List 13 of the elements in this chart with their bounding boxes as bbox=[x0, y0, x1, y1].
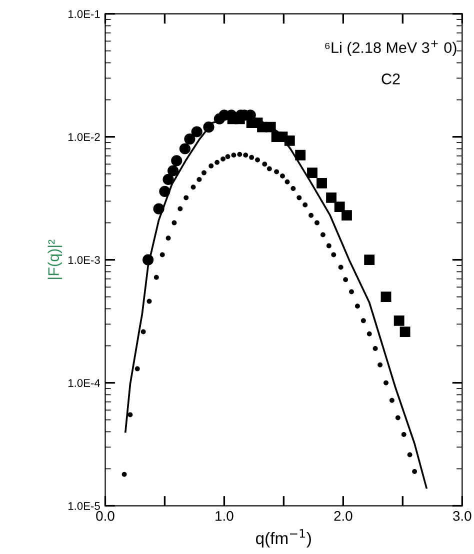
x-tick-label: 2.0 bbox=[334, 511, 352, 521]
annotation: ⁶Li (2.18 MeV 3$^{+}$ 0) bbox=[325, 40, 456, 56]
annotation: C2 bbox=[382, 74, 400, 84]
y-tick-label: 1.0E-1 bbox=[68, 10, 100, 18]
x-tick-label: 1.0 bbox=[216, 511, 234, 521]
x-axis-title: q(fm$^{−1}$) bbox=[256, 529, 311, 548]
y-tick-label: 1.0E-3 bbox=[68, 256, 100, 264]
y-axis-title: |F(q)|² bbox=[48, 240, 62, 279]
x-tick-label: 3.0 bbox=[453, 511, 472, 521]
y-tick-label: 1.0E-2 bbox=[68, 133, 100, 141]
y-tick-label: 1.0E-4 bbox=[68, 379, 100, 387]
x-tick-label: 0.0 bbox=[96, 511, 114, 521]
y-tick-label: 1.0E-5 bbox=[68, 502, 100, 510]
